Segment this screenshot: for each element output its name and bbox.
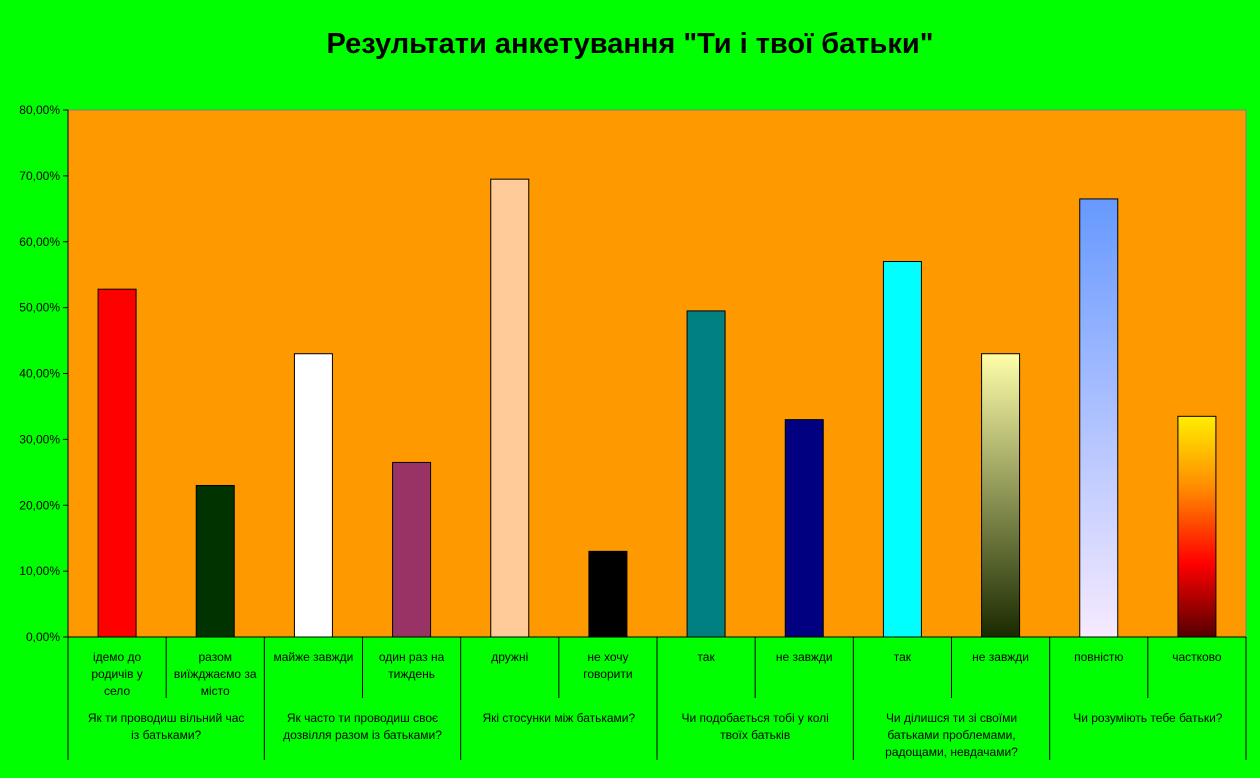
group-label: дозвілля разом із батьками? <box>283 728 442 742</box>
y-tick-label: 60,00% <box>19 235 60 249</box>
bar <box>686 310 726 638</box>
y-tick-label: 40,00% <box>19 367 60 381</box>
category-label: не завжди <box>776 650 833 664</box>
bar <box>1177 415 1217 638</box>
category-label: так <box>894 650 912 664</box>
category-label: повністю <box>1074 650 1123 664</box>
bar <box>1079 198 1119 638</box>
bar <box>882 261 922 638</box>
bar <box>97 288 137 638</box>
group-label: радощами, невдачами? <box>885 745 1018 759</box>
chart-title: Результати анкетування "Ти і твої батьки… <box>326 28 934 60</box>
group-label: Як часто ти проводиш своє <box>287 711 438 725</box>
bar <box>195 484 235 638</box>
category-label: ідемо до <box>93 650 142 664</box>
category-label: не завжди <box>972 650 1029 664</box>
y-tick-label: 70,00% <box>19 169 60 183</box>
bar <box>490 178 530 638</box>
category-label: майже завжди <box>274 650 354 664</box>
group-label: Які стосунки між батьками? <box>482 711 635 725</box>
plot-area <box>67 109 1247 638</box>
bar <box>392 461 432 638</box>
group-label: Чи подобається тобі у колі <box>682 711 829 725</box>
bar <box>784 419 824 638</box>
y-tick-label: 20,00% <box>19 498 60 512</box>
category-label: родичів у <box>91 667 142 681</box>
category-label: так <box>697 650 715 664</box>
category-label: частково <box>1172 650 1222 664</box>
group-label: батьками проблемами, <box>887 728 1015 742</box>
y-tick-label: 10,00% <box>19 564 60 578</box>
category-label: один раз на <box>379 650 445 664</box>
group-label: Чи розуміють тебе батьки? <box>1073 711 1223 725</box>
y-tick-label: 50,00% <box>19 301 60 315</box>
category-label: виїжджаємо за <box>174 667 257 681</box>
y-tick-label: 80,00% <box>19 103 60 117</box>
group-label: із батьками? <box>131 728 201 742</box>
group-label: твоїх батьків <box>720 728 790 742</box>
category-label: село <box>104 684 130 698</box>
group-label: Чи ділишся ти зі своїми <box>886 711 1017 725</box>
group-label: Як ти проводиш вільний час <box>88 711 245 725</box>
category-label: місто <box>201 684 230 698</box>
y-tick-label: 30,00% <box>19 432 60 446</box>
category-label: тиждень <box>388 667 435 681</box>
category-label: дружні <box>491 650 528 664</box>
category-label: разом <box>198 650 232 664</box>
bar <box>293 353 333 638</box>
bar <box>981 353 1021 638</box>
bar <box>588 550 628 638</box>
category-label: не хочу <box>587 650 628 664</box>
y-tick-label: 0,00% <box>26 630 60 644</box>
category-label: говорити <box>583 667 632 681</box>
